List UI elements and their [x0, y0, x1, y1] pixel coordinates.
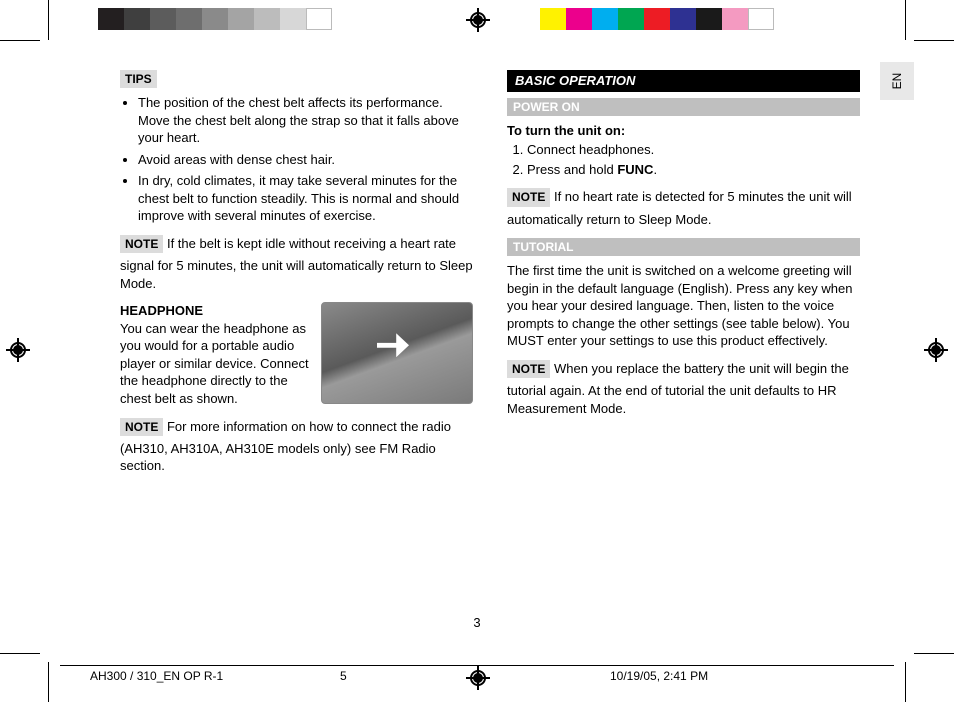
tutorial-text: The first time the unit is switched on a…: [507, 262, 860, 350]
cropmark: [914, 653, 954, 654]
footer-doc-name: AH300 / 310_EN OP R-1: [90, 668, 223, 684]
registration-mark-icon: [924, 338, 948, 362]
note-tag: NOTE: [507, 188, 550, 206]
steps-list: Connect headphones. Press and hold FUNC.: [507, 141, 860, 178]
right-column: BASIC OPERATION POWER ON To turn the uni…: [507, 70, 860, 485]
footer-sheet-number: 5: [340, 668, 347, 684]
note-paragraph: NOTE If the belt is kept idle without re…: [120, 235, 473, 292]
subsection-heading: POWER ON: [507, 98, 860, 116]
cropmark: [914, 40, 954, 41]
footer-timestamp: 10/19/05, 2:41 PM: [610, 668, 708, 684]
headphone-block: HEADPHONE You can wear the headphone as …: [120, 302, 473, 407]
language-label: EN: [889, 73, 905, 90]
cropmark: [0, 40, 40, 41]
cropmark: [0, 653, 40, 654]
tips-list: The position of the chest belt affects i…: [120, 94, 473, 225]
footer-divider: [60, 665, 894, 666]
tips-item: In dry, cold climates, it may take sever…: [138, 172, 473, 225]
tips-item: Avoid areas with dense chest hair.: [138, 151, 473, 169]
cropmark: [905, 0, 906, 40]
note-tag: NOTE: [120, 235, 163, 253]
tips-item: The position of the chest belt affects i…: [138, 94, 473, 147]
registration-mark-icon: [6, 338, 30, 362]
note-paragraph: NOTE For more information on how to conn…: [120, 418, 473, 475]
registration-mark-icon: [466, 666, 490, 690]
cropmark: [48, 662, 49, 702]
note-tag: NOTE: [120, 418, 163, 436]
language-tab: EN: [880, 62, 914, 100]
cropmark: [905, 662, 906, 702]
headphone-text: You can wear the headphone as you would …: [120, 320, 311, 408]
subsection-heading: TUTORIAL: [507, 238, 860, 256]
grayscale-colorbar: [98, 8, 332, 30]
cropmark: [48, 0, 49, 40]
page-content: TIPS The position of the chest belt affe…: [120, 70, 860, 485]
note-text: If no heart rate is detected for 5 minut…: [507, 189, 852, 226]
left-column: TIPS The position of the chest belt affe…: [120, 70, 473, 485]
note-text: When you replace the battery the unit wi…: [507, 361, 849, 416]
turn-on-heading: To turn the unit on:: [507, 122, 860, 140]
color-swatch-bar: [540, 8, 774, 30]
registration-mark-icon: [466, 8, 490, 32]
section-heading: BASIC OPERATION: [507, 70, 860, 92]
note-paragraph: NOTE When you replace the battery the un…: [507, 360, 860, 417]
step-item: Press and hold FUNC.: [527, 161, 860, 179]
tips-tag: TIPS: [120, 70, 157, 88]
note-paragraph: NOTE If no heart rate is detected for 5 …: [507, 188, 860, 228]
note-tag: NOTE: [507, 360, 550, 378]
step-item: Connect headphones.: [527, 141, 860, 159]
note-text: If the belt is kept idle without receivi…: [120, 236, 473, 291]
headphone-image: [321, 302, 473, 404]
note-text: For more information on how to connect t…: [120, 419, 451, 474]
func-label: FUNC: [617, 162, 653, 177]
headphone-heading: HEADPHONE: [120, 302, 311, 320]
page-number: 3: [0, 614, 954, 632]
